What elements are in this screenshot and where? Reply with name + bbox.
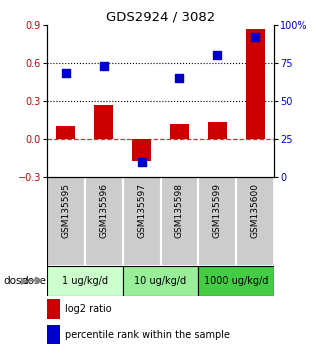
Point — [139, 159, 144, 165]
Text: GSM135597: GSM135597 — [137, 183, 146, 238]
Bar — [123, 266, 198, 296]
Point — [253, 34, 258, 40]
Bar — [198, 266, 274, 296]
Bar — [160, 177, 198, 266]
Text: log2 ratio: log2 ratio — [65, 304, 111, 314]
Bar — [47, 325, 60, 344]
Text: GSM135596: GSM135596 — [99, 183, 108, 238]
Text: 10 ug/kg/d: 10 ug/kg/d — [134, 275, 187, 286]
Point — [215, 52, 220, 58]
Bar — [94, 105, 113, 139]
Bar — [198, 177, 237, 266]
Text: 1 ug/kg/d: 1 ug/kg/d — [62, 275, 108, 286]
Point — [101, 63, 106, 69]
Bar — [47, 299, 60, 319]
Bar — [132, 139, 151, 160]
Text: percentile rank within the sample: percentile rank within the sample — [65, 330, 230, 339]
Point — [177, 75, 182, 81]
Bar — [47, 266, 123, 296]
Text: dose: dose — [3, 275, 28, 286]
Point — [63, 71, 68, 76]
Title: GDS2924 / 3082: GDS2924 / 3082 — [106, 11, 215, 24]
Text: GSM135595: GSM135595 — [61, 183, 70, 238]
Text: GSM135598: GSM135598 — [175, 183, 184, 238]
Bar — [170, 124, 189, 139]
Text: 1000 ug/kg/d: 1000 ug/kg/d — [204, 275, 269, 286]
Bar — [237, 177, 274, 266]
Text: GSM135599: GSM135599 — [213, 183, 222, 238]
Text: GSM135600: GSM135600 — [251, 183, 260, 238]
Bar — [84, 177, 123, 266]
Bar — [123, 177, 160, 266]
Bar — [246, 29, 265, 139]
Bar — [56, 126, 75, 139]
Bar — [47, 177, 84, 266]
Text: ▶: ▶ — [21, 275, 28, 286]
Bar — [208, 122, 227, 139]
Text: dose: dose — [22, 275, 47, 286]
